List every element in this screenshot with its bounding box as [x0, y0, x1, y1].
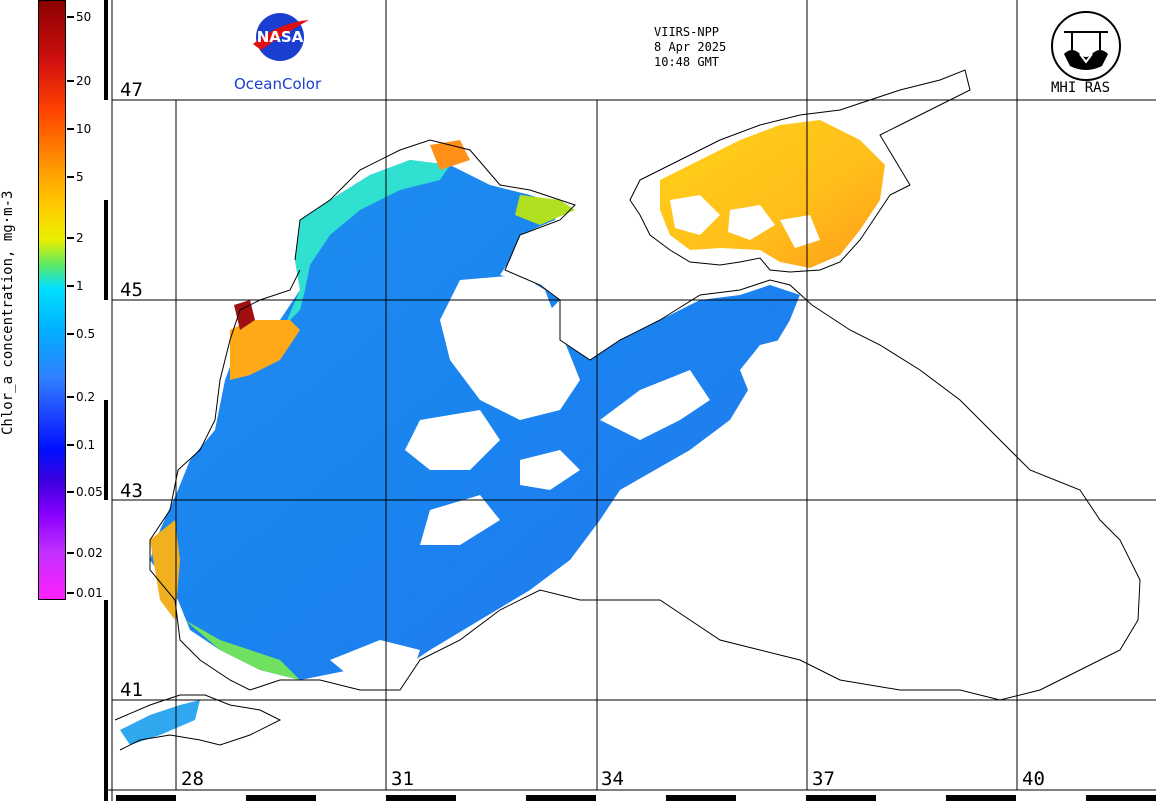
colorbar-tick — [67, 491, 74, 493]
mhi-ras-logo — [1051, 11, 1121, 81]
sensor-name: VIIRS-NPP — [654, 25, 720, 39]
colorbar-tick — [67, 444, 74, 446]
colorbar-tick — [67, 128, 74, 130]
colorbar-tick — [67, 396, 74, 398]
marmara-sea-chl-field — [120, 700, 200, 745]
image-info: VIIRS-NPP 8 Apr 2025 10:48 GMT — [654, 25, 726, 70]
colorbar-label: 0.2 — [76, 390, 96, 404]
karkinit-bay — [515, 195, 575, 225]
lat-label: 41 — [120, 679, 143, 701]
nasa-logo: NASA — [253, 13, 309, 61]
colorbar-tick — [67, 237, 74, 239]
acquisition-time: 10:48 GMT — [654, 55, 720, 69]
acquisition-date: 8 Apr 2025 — [654, 40, 727, 54]
bottom-axis — [104, 789, 1156, 801]
colorbar-gradient — [38, 0, 66, 600]
colorbar: 50 20 10 5 2 1 0.5 0.2 0.1 0.05 0.02 0.0… — [38, 0, 105, 601]
colorbar-tick — [67, 80, 74, 82]
danube-mouth-high — [234, 300, 255, 330]
lon-label: 34 — [601, 768, 624, 790]
graticule — [112, 0, 1156, 790]
mhi-ras-text: MHI RAS — [1051, 80, 1111, 96]
danube-plume — [230, 320, 300, 380]
nw-shelf-coastal-band — [285, 160, 450, 325]
colorbar-label: 0.1 — [76, 438, 96, 452]
cloud-masks — [330, 275, 830, 685]
lat-label: 47 — [120, 79, 143, 101]
azov-sea-chl-field — [660, 120, 885, 268]
colorbar-tick — [67, 176, 74, 178]
colorbar-tick — [67, 285, 74, 287]
colorbar-label: 0.02 — [76, 546, 103, 560]
lon-label: 31 — [391, 768, 414, 790]
colorbar-label: 20 — [76, 74, 92, 88]
svg-text:NASA: NASA — [257, 28, 304, 46]
colorbar-label: 0.05 — [76, 485, 103, 499]
colorbar-label: 0.01 — [76, 586, 103, 600]
oceancolor-text: OceanColor — [234, 75, 322, 93]
colorbar-label: 2 — [76, 231, 84, 245]
colorbar-tick — [67, 552, 74, 554]
azov-cloud-masks — [670, 195, 820, 248]
bulgaria-coast-band — [150, 520, 180, 620]
lat-label: 43 — [120, 480, 143, 502]
lon-label: 37 — [812, 768, 835, 790]
lon-label: 28 — [181, 768, 204, 790]
colorbar-tick — [67, 16, 74, 18]
colorbar-label: 10 — [76, 122, 92, 136]
colorbar-label: 1 — [76, 279, 84, 293]
colorbar-label: 50 — [76, 10, 92, 24]
colorbar-tick — [67, 333, 74, 335]
lat-label: 45 — [120, 279, 143, 301]
lon-label: 40 — [1022, 768, 1045, 790]
bosporus-coast-band — [185, 620, 300, 680]
colorbar-label: 5 — [76, 170, 84, 184]
colorbar-label: 0.5 — [76, 327, 96, 341]
colorbar-tick — [67, 592, 74, 594]
left-axis — [104, 0, 113, 801]
